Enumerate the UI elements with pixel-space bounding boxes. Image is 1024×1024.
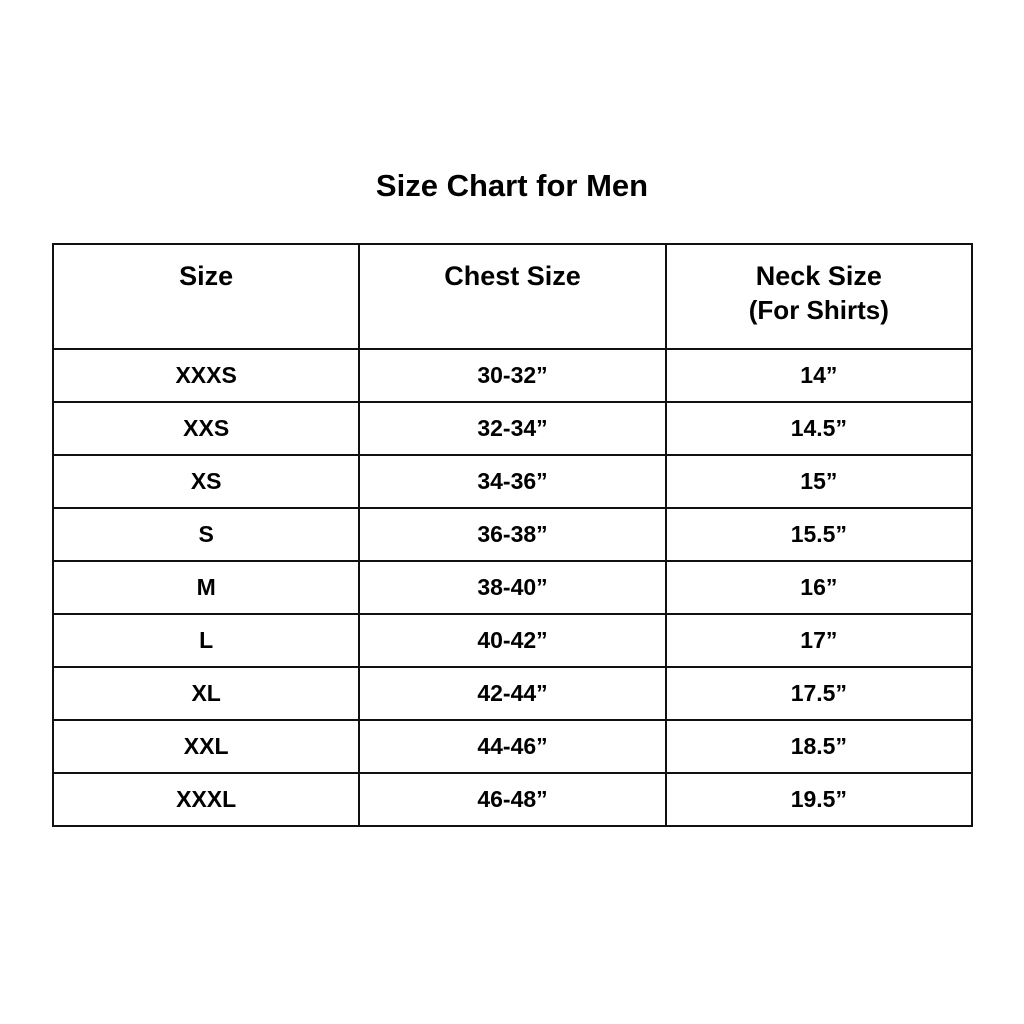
table-row: XXS 32-34” 14.5”: [51, 401, 974, 456]
size-cell: XXS: [51, 401, 361, 456]
table-row: XXXS 30-32” 14”: [51, 348, 974, 403]
column-header-label: Neck Size: [755, 261, 882, 291]
chest-size-cell: 40-42”: [358, 613, 667, 668]
size-cell: XS: [51, 454, 361, 509]
size-cell: XXL: [51, 719, 361, 774]
chest-size-cell: 42-44”: [358, 666, 667, 721]
chest-size-cell: 34-36”: [358, 454, 667, 509]
neck-size-cell: 16”: [664, 560, 974, 615]
table-row: XXL 44-46” 18.5”: [51, 719, 974, 774]
column-header: Size: [51, 243, 361, 350]
table-row: L 40-42” 17”: [51, 613, 974, 668]
chest-size-cell: 44-46”: [358, 719, 667, 774]
chest-size-cell: 30-32”: [358, 348, 667, 403]
column-header-sublabel: (For Shirts): [748, 295, 889, 325]
table-row: XXXL 46-48” 19.5”: [51, 772, 974, 827]
column-header: Chest Size: [358, 243, 667, 350]
size-cell: XXXL: [51, 772, 361, 827]
neck-size-cell: 18.5”: [664, 719, 974, 774]
size-cell: S: [51, 507, 361, 562]
chest-size-cell: 36-38”: [358, 507, 667, 562]
size-cell: XL: [51, 666, 361, 721]
neck-size-cell: 15.5”: [664, 507, 974, 562]
table-row: M 38-40” 16”: [51, 560, 974, 615]
size-cell: M: [51, 560, 361, 615]
page-title: Size Chart for Men: [375, 168, 649, 203]
neck-size-cell: 17”: [664, 613, 974, 668]
header-row: Size Chest Size Neck Size (For Shirts): [51, 243, 974, 350]
neck-size-cell: 14”: [664, 348, 974, 403]
chest-size-cell: 32-34”: [358, 401, 667, 456]
size-chart-table: Size Chest Size Neck Size (For Shirts) XXXS…: [51, 243, 974, 827]
chest-size-cell: 46-48”: [358, 772, 667, 827]
table-body: XXXS 30-32” 14” XXS 32-34” 14.5” XS 34-36” 15” S 3…: [51, 348, 974, 827]
column-header: Neck Size (For Shirts): [664, 243, 974, 350]
size-cell: XXXS: [51, 348, 361, 403]
column-header-label: Size: [179, 261, 234, 291]
chest-size-cell: 38-40”: [358, 560, 667, 615]
neck-size-cell: 15”: [664, 454, 974, 509]
neck-size-cell: 19.5”: [664, 772, 974, 827]
table-row: XL 42-44” 17.5”: [51, 666, 974, 721]
column-header-label: Chest Size: [444, 261, 581, 291]
table-row: S 36-38” 15.5”: [51, 507, 974, 562]
table-row: XS 34-36” 15”: [51, 454, 974, 509]
neck-size-cell: 17.5”: [664, 666, 974, 721]
size-cell: L: [51, 613, 361, 668]
neck-size-cell: 14.5”: [664, 401, 974, 456]
